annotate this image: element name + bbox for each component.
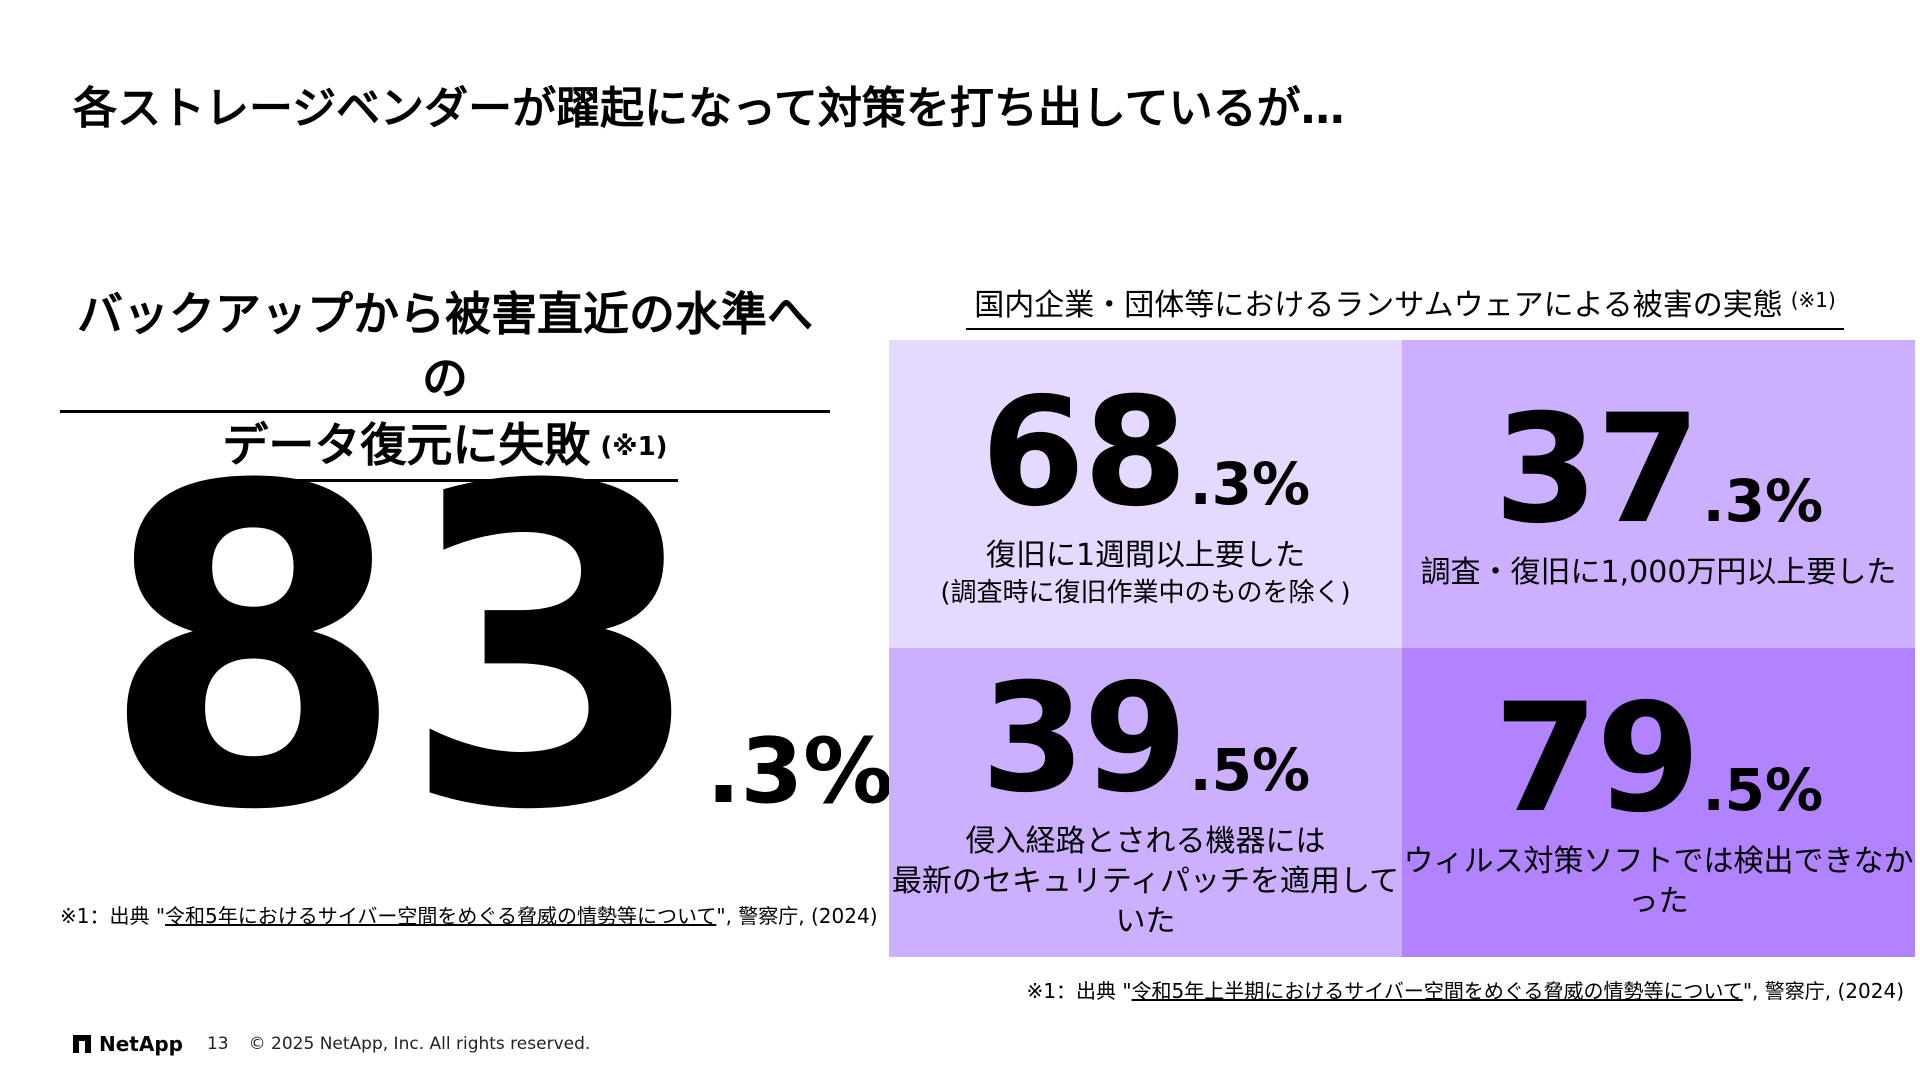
left-heading-line2: データ復元に失敗 [222, 418, 591, 472]
stat-caption: 復旧に1週間以上要した [985, 538, 1306, 573]
stat-decimal: .3% [1702, 467, 1824, 535]
left-footnote-prefix: ※1：出典 " [60, 904, 166, 928]
right-footnote: ※1：出典 "令和5年上半期におけるサイバー空間をめぐる脅威の情勢等について",… [1026, 975, 1904, 1004]
page-number: 13 [206, 1034, 229, 1054]
stat-caption: 調査・復旧に1,000万円以上要した [1420, 555, 1897, 590]
netapp-logo: NetApp [73, 1032, 183, 1056]
stat-decimal: .5% [1702, 755, 1824, 824]
stat-value: 37.3% [1494, 395, 1823, 545]
stat-value: 79.5% [1494, 684, 1823, 834]
left-footnote: ※1：出典 "令和5年におけるサイバー空間をめぐる脅威の情勢等について", 警察… [60, 900, 878, 929]
main-stat-integer: 83 [100, 394, 706, 906]
stat-value: 68.3% [981, 378, 1310, 528]
stat-cell-patched: 39.5% 侵入経路とされる機器には最新のセキュリティパッチを適用していた [889, 648, 1402, 957]
stat-integer: 68 [980, 366, 1188, 540]
left-heading: バックアップから被害直近の水準への データ復元に失敗 (※1) [60, 282, 830, 482]
netapp-logo-text: NetApp [99, 1032, 183, 1056]
left-footnote-suffix: ", 警察庁, (2024) [716, 904, 878, 928]
left-footnote-link[interactable]: 令和5年におけるサイバー空間をめぐる脅威の情勢等について [165, 904, 717, 928]
right-footnote-prefix: ※1：出典 " [1026, 979, 1132, 1003]
right-heading-text: 国内企業・団体等におけるランサムウェアによる被害の実態 [974, 288, 1783, 323]
stat-decimal: .3% [1189, 450, 1311, 518]
stats-grid: 68.3% 復旧に1週間以上要した (調査時に復旧作業中のものを除く) 37.3… [889, 340, 1915, 957]
stat-caption: 侵入経路とされる機器には最新のセキュリティパッチを適用していた [889, 822, 1402, 942]
main-stat-decimal: .3% [706, 719, 894, 824]
stat-cell-cost: 37.3% 調査・復旧に1,000万円以上要した [1402, 340, 1915, 648]
main-stat: 83.3% [100, 430, 893, 870]
stat-decimal: .5% [1189, 735, 1311, 804]
slide-title: 各ストレージベンダーが躍起になって対策を打ち出しているが… [73, 83, 1345, 134]
stat-cell-antivirus: 79.5% ウィルス対策ソフトでは検出できなかった [1402, 648, 1915, 957]
stat-value: 39.5% [981, 664, 1310, 814]
stat-integer: 37 [1493, 383, 1701, 557]
stat-caption: ウィルス対策ソフトでは検出できなかった [1403, 843, 1914, 919]
left-heading-note: (※1) [600, 432, 668, 462]
stat-caption-sub: (調査時に復旧作業中のものを除く) [940, 578, 1351, 608]
right-footnote-suffix: ", 警察庁, (2024) [1742, 979, 1904, 1003]
stat-caption-line1: 侵入経路とされる機器には [965, 823, 1326, 859]
right-heading-note: (※1) [1790, 288, 1836, 312]
copyright: © 2025 NetApp, Inc. All rights reserved. [248, 1034, 591, 1054]
left-heading-line1: バックアップから被害直近の水準への [60, 282, 830, 413]
right-heading: 国内企業・団体等におけるランサムウェアによる被害の実態 (※1) [890, 280, 1920, 330]
stat-integer: 79 [1493, 671, 1701, 846]
netapp-logo-icon [73, 1035, 91, 1053]
stat-caption-line2: 最新のセキュリティパッチを適用していた [891, 863, 1400, 939]
right-footnote-link[interactable]: 令和5年上半期におけるサイバー空間をめぐる脅威の情勢等について [1131, 979, 1743, 1003]
slide-footer: NetApp 13 © 2025 NetApp, Inc. All rights… [73, 1032, 590, 1056]
stat-integer: 39 [980, 651, 1188, 826]
stat-cell-recovery-week: 68.3% 復旧に1週間以上要した (調査時に復旧作業中のものを除く) [889, 340, 1402, 648]
